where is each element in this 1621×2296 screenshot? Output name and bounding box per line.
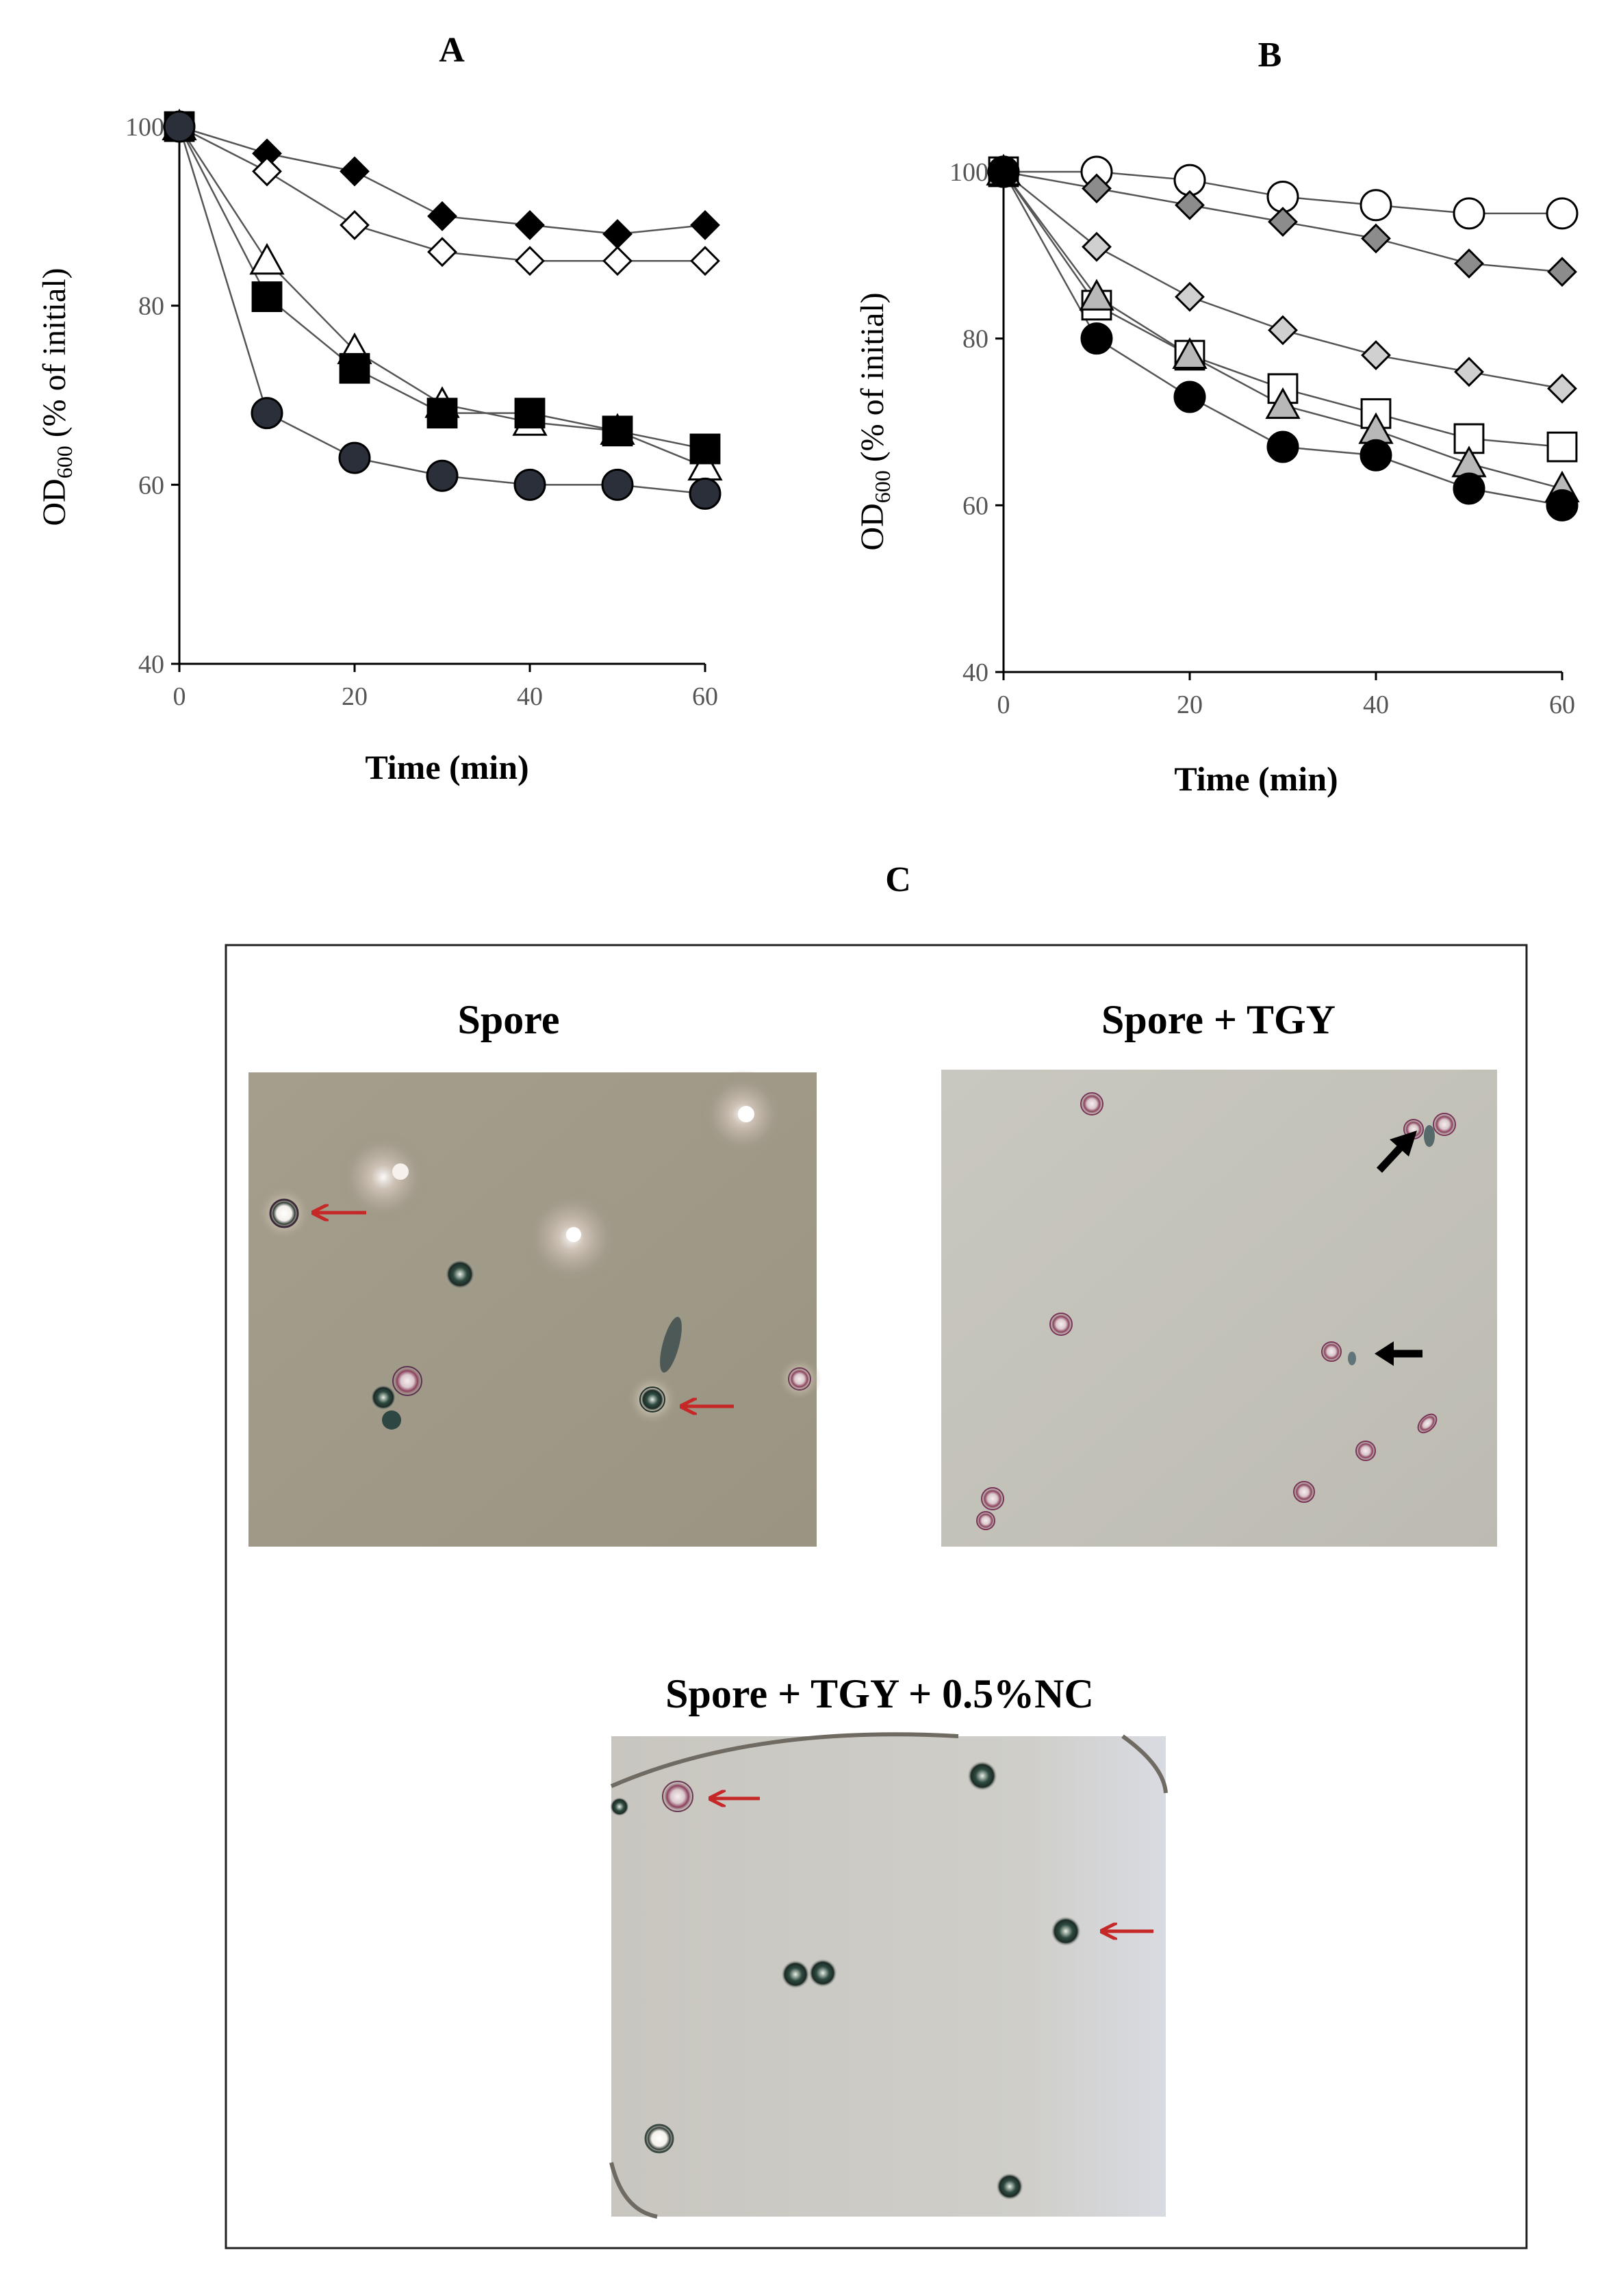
chart-b: 40 60 80 100 0 20 40 60 Time (min) OD600 (% of … — [854, 153, 1580, 798]
chart-a-y-axis-title: OD600 (% of initial) — [36, 268, 77, 526]
chart-b-series-5-point — [1079, 279, 1114, 311]
chart-a-series-5-point — [163, 110, 196, 143]
chart-b-series-6-point — [1360, 439, 1392, 472]
chart-a-plot-area: 40 60 80 100 0 20 40 60 — [125, 108, 723, 711]
chart-a-series-5-point — [513, 468, 546, 501]
micrograph-spore-tgy-title: Spore + TGY — [1101, 997, 1336, 1042]
chart-b-series-6-point — [1546, 489, 1579, 521]
chart-b-series-5-point — [1172, 337, 1208, 370]
chart-b-series-4-point — [1546, 431, 1578, 463]
chart-a-x-tick-label: 60 — [692, 682, 718, 711]
black-arrow-icon — [1375, 1341, 1422, 1366]
chart-b-series-3-point — [1454, 357, 1484, 387]
chart-b-series-5-point — [1265, 387, 1301, 420]
chart-a-series-1-point — [515, 209, 545, 240]
micrograph-spore-tgy — [941, 1070, 1497, 1547]
chart-b-series-1-point — [1546, 197, 1579, 230]
chart-a-x-tick-label: 20 — [342, 682, 368, 711]
chart-a-series-2-point — [690, 246, 720, 276]
chart-b-series-2-point — [1361, 223, 1391, 254]
chart-a-series-5-point — [689, 477, 722, 510]
panel-c-frame — [225, 944, 1528, 2249]
chart-b-series-6-point — [1453, 472, 1485, 505]
chart-b-y-axis-title: OD600 (% of initial) — [854, 292, 895, 550]
chart-b-series-6-point — [987, 155, 1020, 188]
chart-a-ylabel-rest: (% of initial) — [36, 268, 73, 446]
chart-b-series-3-point — [1175, 281, 1205, 312]
chart-a: 40 60 80 100 0 20 40 60 Time (min) OD600 (% of … — [36, 108, 723, 786]
chart-a-series-1-point — [690, 209, 720, 240]
chart-a-y-tick-label: 80 — [138, 292, 164, 321]
micrograph-spore-title: Spore — [458, 997, 560, 1042]
chart-b-ylabel-sub: 600 — [870, 470, 895, 503]
chart-b-series-2-point — [1547, 257, 1577, 287]
chart-a-series-1-point — [340, 156, 370, 187]
chart-b-series-3-point — [1268, 315, 1298, 346]
chart-a-series-4-point — [602, 415, 633, 447]
panel-b-letter: B — [1258, 36, 1282, 75]
chart-b-series-6-point — [1080, 322, 1113, 355]
chart-a-x-tick-label: 40 — [517, 682, 543, 711]
micrograph-spore-tgy-nc — [609, 1732, 1168, 2219]
chart-b-series-2-point — [1268, 207, 1298, 237]
chart-b-series-2-point — [1175, 190, 1205, 220]
chart-a-series-5-point — [251, 397, 283, 430]
chart-a-series-4-point — [251, 281, 283, 312]
chart-a-series-4-point — [426, 398, 458, 429]
micrograph-spore-tgy-nc-title: Spore + TGY + 0.5%NC — [665, 1671, 1094, 1716]
chart-a-x-tick-label: 0 — [173, 682, 186, 711]
chart-a-series-2-point — [340, 209, 370, 240]
chart-b-series-3-point — [1082, 231, 1112, 262]
chart-a-y-tick-label: 60 — [138, 471, 164, 500]
chart-a-ylabel-sub: 600 — [52, 446, 77, 478]
panel-c-letter: C — [885, 860, 911, 899]
chart-a-ylabel-main: OD — [36, 478, 73, 526]
chart-a-series-4-point — [514, 398, 546, 429]
chart-a-series-1-point — [602, 219, 633, 249]
chart-b-ylabel-main: OD — [854, 503, 891, 550]
micrograph-spore — [248, 1070, 821, 1547]
chart-a-y-tick-label: 100 — [125, 113, 164, 142]
chart-a-series-2-point — [515, 246, 545, 276]
chart-b-series-1-point — [1453, 197, 1485, 230]
chart-a-series-4-point — [689, 433, 721, 465]
chart-a-y-tick-label: 40 — [138, 650, 164, 679]
chart-a-series-5-point — [338, 441, 371, 474]
chart-b-plot-area: 40 60 80 100 0 20 40 60 — [949, 153, 1580, 719]
chart-a-series-3-point — [249, 243, 285, 275]
panel-a-letter: A — [439, 31, 465, 70]
chart-a-series-2-point — [252, 156, 282, 187]
chart-b-series-1-point — [1360, 189, 1392, 222]
chart-b-series-2-point — [1454, 248, 1484, 279]
chart-a-x-axis-title: Time (min) — [365, 748, 528, 786]
chart-a-series-5-point — [426, 459, 459, 492]
chart-b-series-6-point — [1266, 430, 1299, 463]
chart-b-x-tick-label: 60 — [1549, 691, 1575, 719]
chart-b-series-3-point — [1547, 373, 1577, 404]
chart-a-series-2-point — [427, 237, 457, 268]
chart-b-y-tick-label: 40 — [962, 658, 988, 687]
chart-b-x-tick-label: 20 — [1177, 691, 1203, 719]
chart-b-x-tick-label: 0 — [997, 691, 1010, 719]
chart-b-y-tick-label: 100 — [949, 158, 988, 187]
chart-b-y-tick-label: 80 — [962, 325, 988, 354]
chart-b-series-2-point — [1082, 173, 1112, 204]
black-arrow-icon — [1376, 1131, 1417, 1173]
chart-a-series-5-point — [601, 468, 634, 501]
chart-a-series-1-point — [427, 201, 457, 231]
chart-b-x-tick-label: 40 — [1363, 691, 1389, 719]
chart-b-x-axis-title: Time (min) — [1174, 760, 1338, 798]
chart-a-series-2-point — [602, 246, 633, 276]
chart-a-series-4-point — [339, 352, 370, 384]
chart-b-series-3-point — [1361, 340, 1391, 370]
chart-b-ylabel-rest: (% of initial) — [854, 292, 891, 470]
chart-b-y-tick-label: 60 — [962, 491, 988, 520]
chart-b-series-6-point — [1173, 380, 1206, 413]
